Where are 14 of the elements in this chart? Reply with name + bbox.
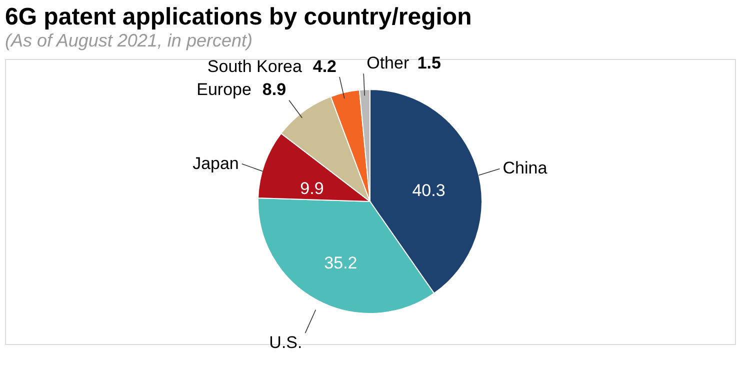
data-label: 4.2 [312,56,336,76]
slice-label: Europe [196,80,252,100]
slice-label: U.S. [269,333,302,352]
slice-label: South Korea [207,56,302,76]
slice-label: China [502,158,548,178]
data-label: 8.9 [262,80,286,100]
slice-label: Other [366,54,410,73]
chart-title: 6G patent applications by country/region [5,4,472,31]
slice-label: Japan [192,154,239,173]
chart-subtitle: (As of August 2021, in percent) [5,30,252,51]
data-label: 1.5 [417,54,441,73]
data-label: 35.2 [324,254,358,273]
data-label: 40.3 [412,181,446,200]
data-label: 9.9 [300,178,324,198]
